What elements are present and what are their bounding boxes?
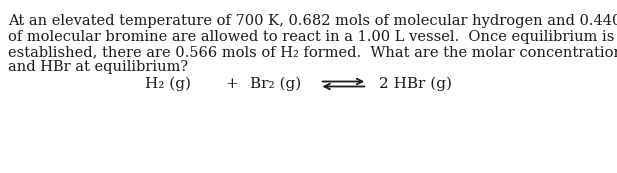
Text: +: + [225,77,238,91]
Text: 2 HBr (g): 2 HBr (g) [379,77,452,91]
Text: At an elevated temperature of 700 K, 0.682 mols of molecular hydrogen and 0.440 : At an elevated temperature of 700 K, 0.6… [8,14,617,28]
Text: established, there are 0.566 mols of H₂ formed.  What are the molar concentratio: established, there are 0.566 mols of H₂ … [8,45,617,59]
Text: of molecular bromine are allowed to react in a 1.00 L vessel.  Once equilibrium : of molecular bromine are allowed to reac… [8,30,615,43]
Text: Br₂ (g): Br₂ (g) [250,77,301,91]
Text: H₂ (g): H₂ (g) [145,77,191,91]
Text: and HBr at equilibrium?: and HBr at equilibrium? [8,61,188,75]
